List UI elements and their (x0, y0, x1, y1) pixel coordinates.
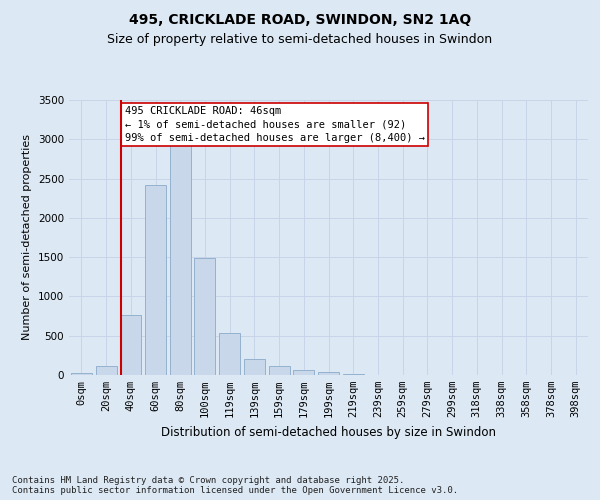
Bar (170, 140, 191, 375)
Text: 495, CRICKLADE ROAD, SWINDON, SN2 1AQ: 495, CRICKLADE ROAD, SWINDON, SN2 1AQ (129, 12, 471, 26)
Bar (318, 372, 339, 375)
Text: Size of property relative to semi-detached houses in Swindon: Size of property relative to semi-detach… (107, 32, 493, 46)
Bar (95, 366, 116, 375)
Bar (269, 366, 290, 375)
Bar (120, 316, 141, 375)
Y-axis label: Number of semi-detached properties: Number of semi-detached properties (22, 134, 32, 340)
X-axis label: Distribution of semi-detached houses by size in Swindon: Distribution of semi-detached houses by … (161, 426, 496, 438)
Bar (244, 358, 265, 375)
Text: Contains HM Land Registry data © Crown copyright and database right 2025.
Contai: Contains HM Land Registry data © Crown c… (12, 476, 458, 495)
Bar (219, 334, 240, 375)
Bar (293, 370, 314, 375)
Bar (145, 185, 166, 375)
Bar (343, 374, 364, 375)
Bar (194, 258, 215, 375)
Text: 495 CRICKLADE ROAD: 46sqm
← 1% of semi-detached houses are smaller (92)
99% of s: 495 CRICKLADE ROAD: 46sqm ← 1% of semi-d… (125, 106, 425, 142)
Bar (71, 374, 92, 375)
